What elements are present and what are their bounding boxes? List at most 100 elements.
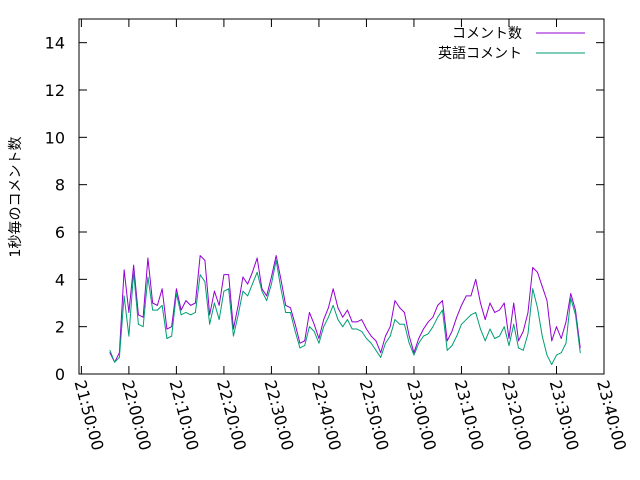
data-point bbox=[413, 352, 415, 354]
series-points-2 bbox=[109, 260, 581, 365]
data-point bbox=[537, 307, 538, 309]
data-point bbox=[404, 312, 405, 313]
data-point bbox=[480, 302, 481, 304]
data-point bbox=[252, 283, 253, 285]
data-point bbox=[570, 297, 572, 299]
data-point bbox=[275, 255, 277, 257]
data-point bbox=[499, 309, 500, 311]
data-point bbox=[518, 340, 519, 342]
data-point bbox=[294, 323, 296, 325]
data-point bbox=[361, 331, 363, 332]
data-point bbox=[437, 316, 439, 318]
data-point bbox=[285, 304, 287, 306]
data-point bbox=[461, 304, 462, 306]
data-point bbox=[185, 312, 187, 313]
data-point bbox=[204, 281, 206, 283]
data-point bbox=[195, 302, 196, 304]
plot-area bbox=[109, 255, 581, 366]
y-tick-label: 12 bbox=[45, 81, 65, 100]
data-point bbox=[237, 304, 239, 306]
data-point bbox=[328, 316, 329, 318]
data-point bbox=[323, 319, 325, 320]
data-point bbox=[123, 269, 125, 271]
data-point bbox=[218, 319, 220, 320]
legend-label: コメント数 bbox=[452, 26, 522, 42]
data-point bbox=[347, 319, 348, 320]
data-point bbox=[214, 302, 215, 304]
data-point bbox=[375, 349, 377, 351]
data-point bbox=[489, 328, 491, 330]
data-point bbox=[337, 319, 339, 320]
data-point bbox=[389, 326, 391, 328]
data-point bbox=[290, 307, 291, 309]
data-point bbox=[375, 340, 377, 342]
data-point bbox=[418, 338, 420, 339]
data-point bbox=[166, 338, 168, 339]
data-point bbox=[171, 335, 173, 337]
data-point bbox=[579, 352, 581, 354]
data-point bbox=[142, 326, 144, 328]
data-point bbox=[570, 293, 572, 294]
data-point bbox=[256, 257, 258, 259]
data-point bbox=[118, 357, 120, 358]
data-point bbox=[209, 314, 211, 316]
data-point bbox=[285, 312, 287, 313]
data-point bbox=[527, 333, 529, 335]
data-point bbox=[351, 321, 353, 323]
data-point bbox=[456, 335, 458, 337]
data-point bbox=[404, 323, 405, 325]
data-point bbox=[175, 293, 177, 294]
data-point bbox=[541, 286, 543, 287]
data-point bbox=[432, 326, 434, 328]
data-point bbox=[361, 319, 363, 320]
data-point bbox=[465, 295, 467, 297]
data-point bbox=[446, 340, 448, 342]
data-point bbox=[128, 335, 130, 337]
data-point bbox=[133, 271, 135, 273]
data-point bbox=[280, 288, 282, 290]
data-point bbox=[152, 302, 154, 304]
data-point bbox=[313, 331, 315, 332]
data-point bbox=[347, 309, 348, 311]
data-point bbox=[503, 302, 505, 304]
data-point bbox=[423, 328, 424, 330]
data-point bbox=[185, 300, 187, 302]
data-point bbox=[242, 276, 244, 278]
data-point bbox=[551, 364, 553, 365]
data-point bbox=[109, 352, 111, 354]
data-point bbox=[161, 288, 163, 290]
data-point bbox=[228, 274, 230, 275]
data-point bbox=[465, 319, 467, 320]
data-point bbox=[546, 354, 548, 356]
data-point bbox=[408, 342, 410, 344]
data-point bbox=[408, 335, 410, 337]
data-point bbox=[271, 276, 272, 278]
data-point bbox=[342, 326, 344, 328]
data-point bbox=[247, 283, 249, 285]
data-point bbox=[522, 349, 524, 351]
data-point bbox=[427, 333, 429, 335]
data-point bbox=[508, 338, 510, 339]
data-point bbox=[565, 342, 567, 344]
data-point bbox=[147, 257, 149, 259]
data-point bbox=[223, 290, 225, 292]
y-tick-label: 10 bbox=[45, 128, 65, 147]
data-point bbox=[271, 283, 272, 285]
data-point bbox=[532, 288, 534, 290]
data-point bbox=[394, 300, 396, 302]
data-point bbox=[313, 323, 315, 325]
data-point bbox=[304, 345, 306, 346]
data-point bbox=[480, 328, 481, 330]
data-point bbox=[380, 352, 382, 354]
data-point bbox=[161, 304, 163, 306]
data-point bbox=[527, 312, 529, 313]
data-point bbox=[494, 338, 496, 339]
data-point bbox=[484, 319, 486, 320]
data-point bbox=[180, 314, 182, 316]
data-point bbox=[114, 361, 116, 363]
data-point bbox=[332, 304, 334, 306]
data-point bbox=[456, 316, 458, 318]
data-point bbox=[413, 354, 415, 356]
